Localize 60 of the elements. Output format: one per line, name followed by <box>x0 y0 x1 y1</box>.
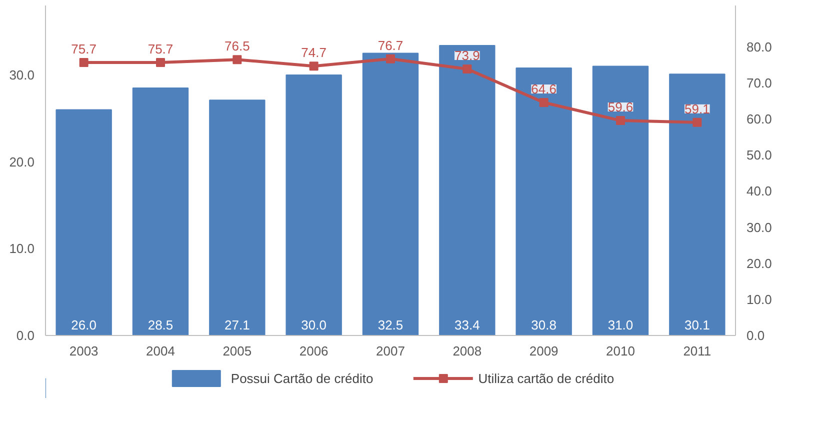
data-label: 75.7 <box>148 41 174 56</box>
data-label: 32.5 <box>378 318 404 332</box>
point <box>692 118 702 127</box>
y-tick-label: 20.0 <box>9 154 35 170</box>
x-tick-label: 2007 <box>376 344 405 358</box>
x-tick-label: 2006 <box>299 344 328 358</box>
point <box>309 62 318 71</box>
y2-tick-label: 20.0 <box>746 256 772 271</box>
x-tick-label: 2003 <box>69 344 98 358</box>
bar <box>439 44 496 336</box>
point <box>616 116 625 126</box>
data-label: 28.5 <box>148 318 174 332</box>
data-label: 59.6 <box>608 100 634 115</box>
y2-tick-label: 40.0 <box>746 184 772 199</box>
x-tick-label: 2010 <box>606 344 635 358</box>
data-label: 30.0 <box>301 318 326 332</box>
data-label: 73.9 <box>454 48 480 63</box>
bar <box>56 109 112 336</box>
y2-tick-label: 80.0 <box>746 39 772 54</box>
y2-tick-label: 50.0 <box>746 148 772 163</box>
legend-label: Possui Cartão de crédito <box>230 370 374 386</box>
legend-label: Utiliza cartão de crédito <box>478 370 614 386</box>
y2-tick-label: 0.0 <box>746 328 765 343</box>
x-tick-label: 2005 <box>222 344 252 358</box>
x-tick-label: 2008 <box>452 344 482 358</box>
data-label: 76.7 <box>378 38 404 53</box>
data-label: 64.6 <box>531 82 556 97</box>
bar <box>592 66 649 336</box>
data-label: 31.0 <box>608 318 634 332</box>
y-tick-label: 30.0 <box>9 67 35 82</box>
data-label: 76.5 <box>224 38 250 54</box>
y2-tick-label: 60.0 <box>746 112 772 127</box>
y2-tick-label: 30.0 <box>746 220 772 235</box>
data-label: 33.4 <box>454 318 480 332</box>
data-label: 26.0 <box>71 318 96 332</box>
y-tick-label: 0.0 <box>16 328 35 343</box>
y2-tick-label: 70.0 <box>746 76 772 91</box>
data-label: 59.1 <box>684 101 710 116</box>
point <box>79 58 88 67</box>
x-tick-label: 2009 <box>529 344 558 358</box>
data-label: 30.1 <box>684 318 710 332</box>
bar <box>132 88 189 336</box>
bar <box>516 68 572 336</box>
y-tick-label: 10.0 <box>9 241 35 256</box>
bar <box>669 74 726 336</box>
bar <box>286 74 342 336</box>
point <box>232 55 242 64</box>
x-tick-label: 2011 <box>683 344 712 358</box>
y2-tick-label: 10.0 <box>746 292 772 307</box>
point <box>462 64 472 74</box>
point <box>539 98 548 108</box>
x-tick-label: 2004 <box>146 344 175 358</box>
data-label: 74.7 <box>301 45 326 60</box>
bar <box>209 100 266 336</box>
data-label: 75.7 <box>71 41 96 56</box>
bar <box>362 52 419 336</box>
point <box>386 54 395 64</box>
data-label: 27.1 <box>224 318 250 332</box>
data-label: 30.8 <box>531 318 556 332</box>
point <box>156 58 165 67</box>
